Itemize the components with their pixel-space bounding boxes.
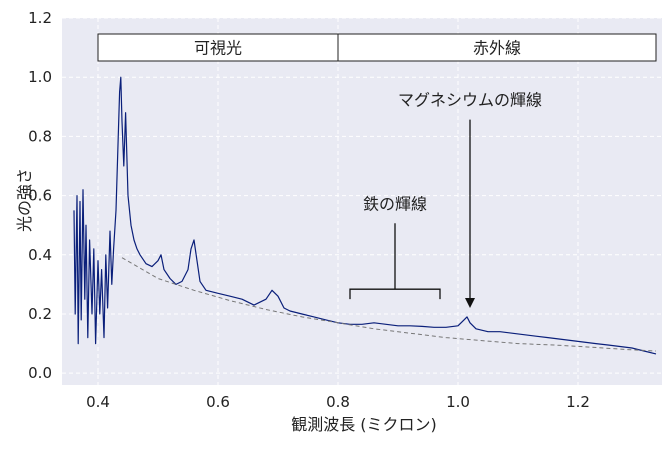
y-tick-label: 0.0: [28, 364, 52, 382]
x-tick-label: 0.6: [206, 393, 230, 411]
x-tick-label: 0.4: [86, 393, 110, 411]
y-tick-label: 0.4: [28, 246, 52, 264]
spectrum-line: [73, 76, 657, 355]
band-label: 可視光: [194, 39, 242, 58]
bracket-line: [349, 288, 441, 300]
x-tick-label: 1.2: [566, 393, 590, 411]
continuum-line: [121, 257, 657, 352]
y-tick-label: 0.2: [28, 305, 52, 323]
arrow-head: [465, 298, 475, 309]
y-tick-label: 0.8: [28, 127, 52, 145]
y-tick-label: 1.0: [28, 68, 52, 86]
x-axis-label: 観測波長 (ミクロン): [291, 415, 437, 434]
annotation-label: マグネシウムの輝線: [398, 91, 542, 110]
annotation-label: 鉄の輝線: [363, 194, 427, 213]
y-axis-label: 光の強さ: [15, 168, 34, 232]
band-box: [337, 33, 657, 62]
x-tick-label: 0.8: [326, 393, 350, 411]
y-tick-label: 0.6: [28, 187, 52, 205]
band-box: [97, 33, 339, 62]
band-label: 赤外線: [473, 39, 521, 58]
x-tick-label: 1.0: [446, 393, 470, 411]
y-tick-label: 1.2: [28, 9, 52, 27]
